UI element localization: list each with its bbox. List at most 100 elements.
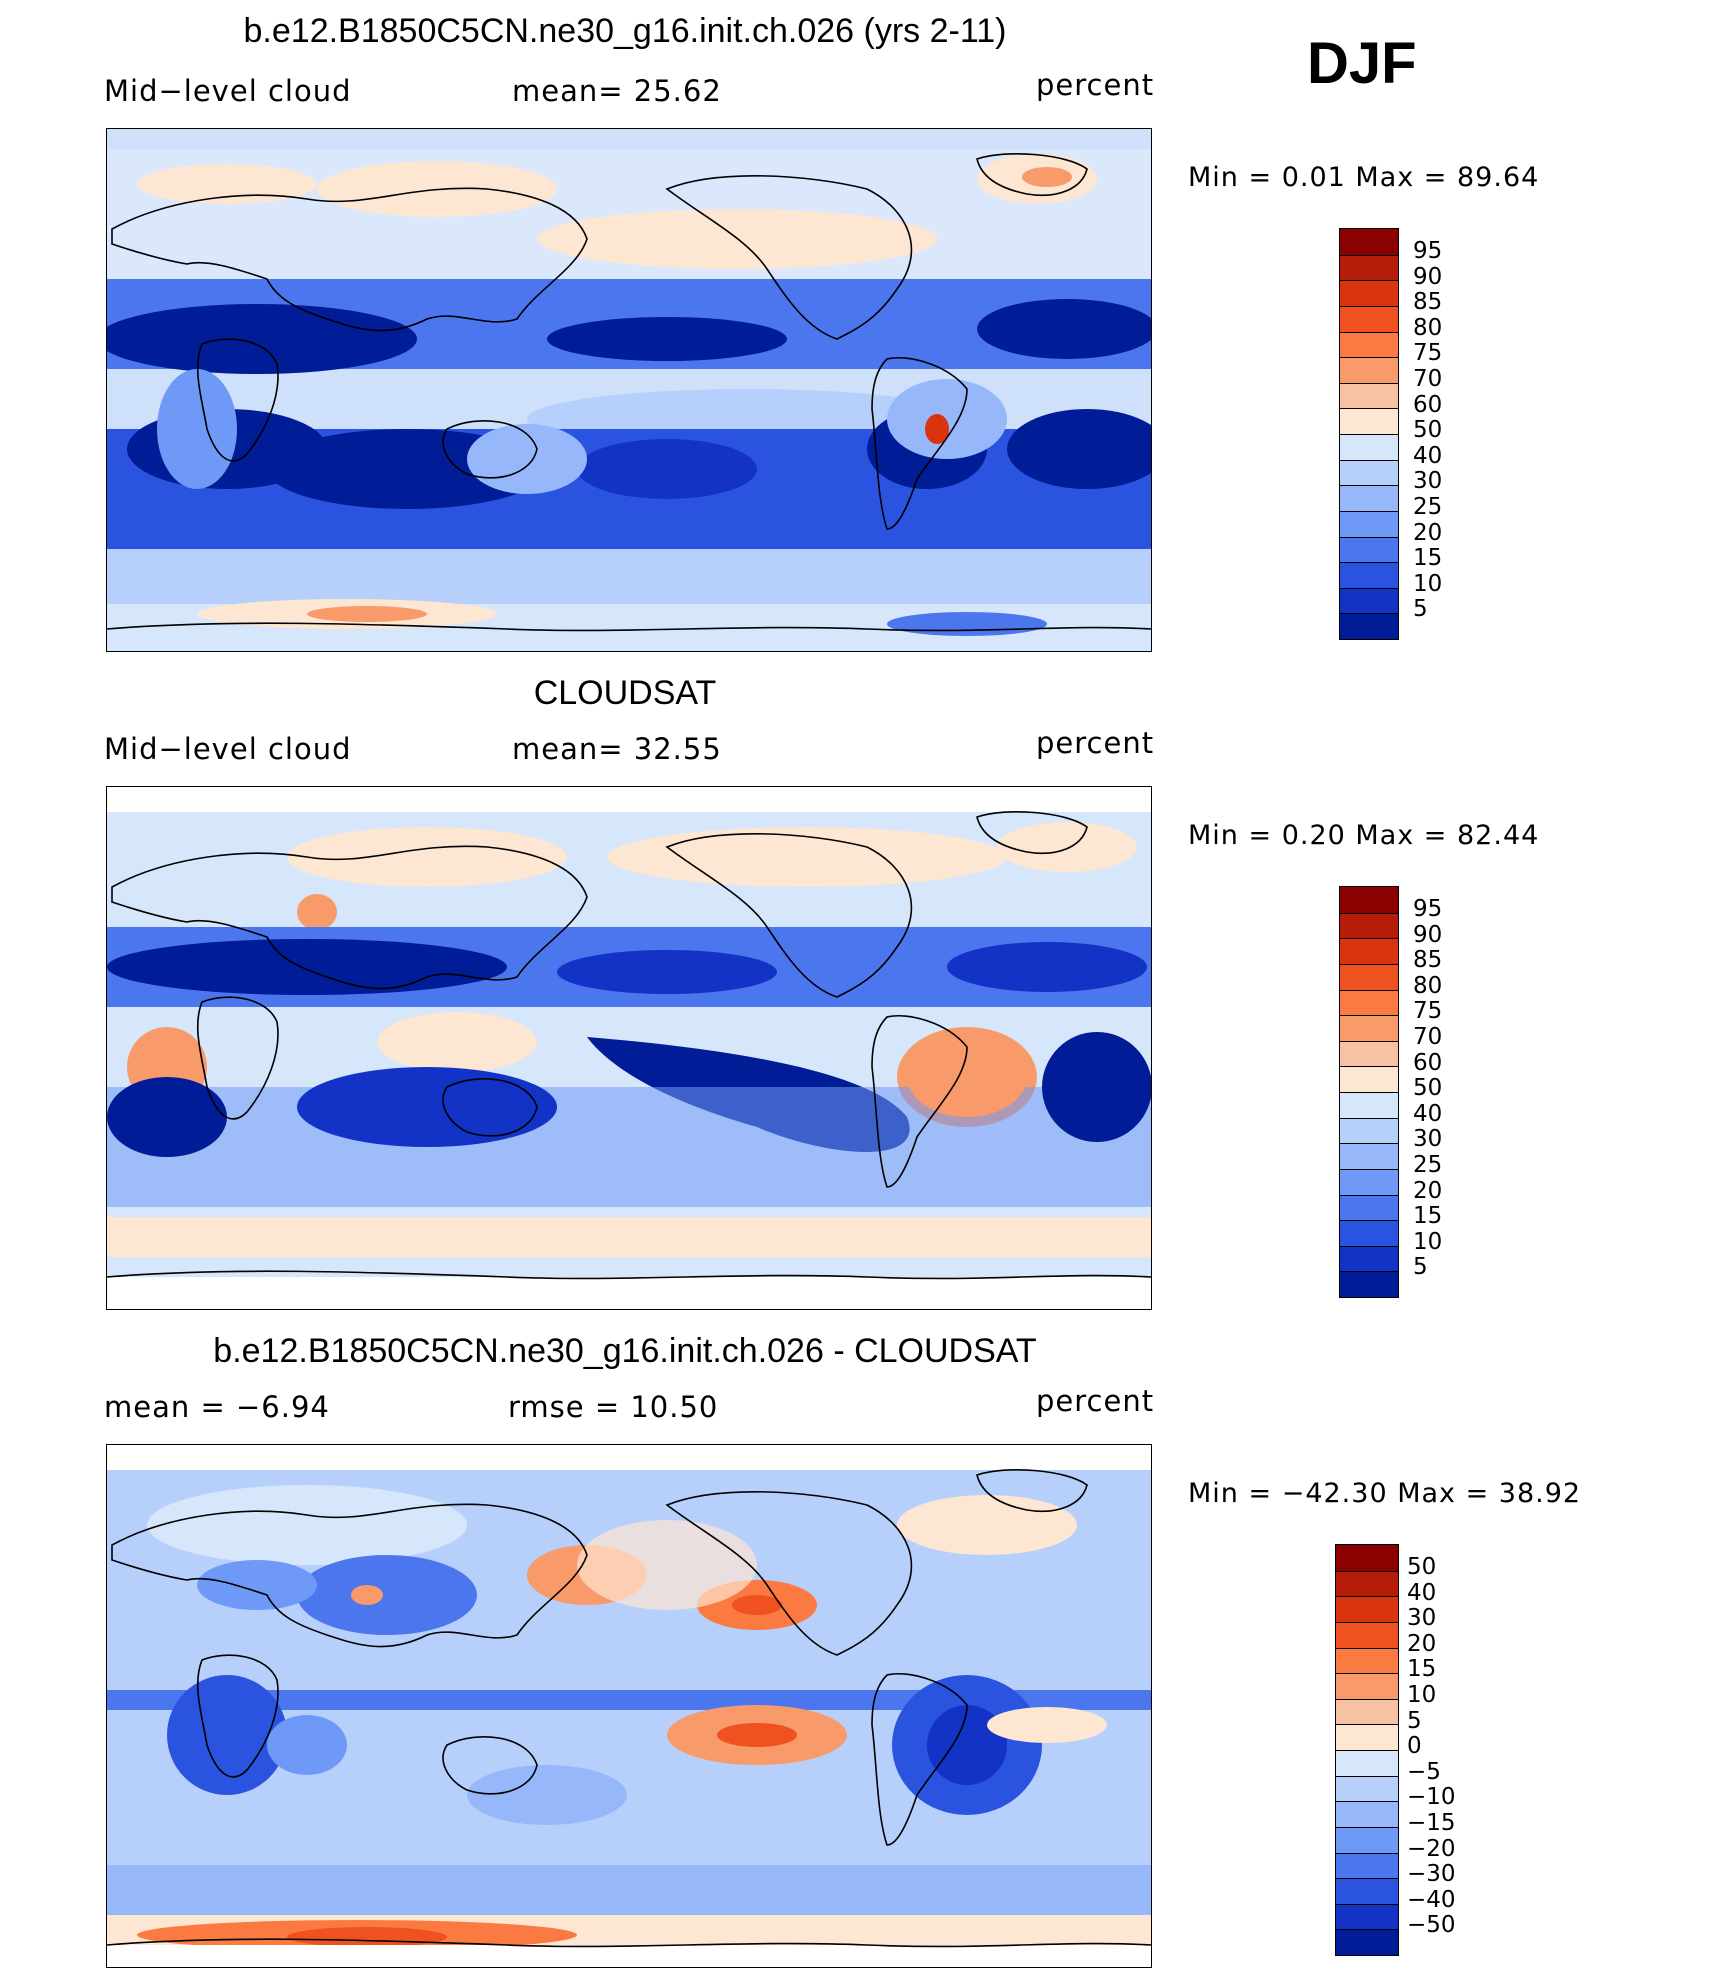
panel-2-colorbar-tick-label: 40: [1413, 1100, 1443, 1127]
panel-3-colorbar-tick-label: −40: [1407, 1886, 1456, 1913]
panel-1-colorbar-tick-label: 50: [1413, 417, 1443, 444]
panel-1-variable-label: Mid−level cloud: [104, 74, 352, 108]
panel-1-colorbar-swatch: [1340, 408, 1398, 434]
panel-1-map: [106, 128, 1152, 652]
panel-3-colorbar-tick-label: 15: [1407, 1656, 1437, 1683]
panel-2-colorbar-swatch: [1340, 887, 1398, 913]
panel-2-units-label: percent: [1036, 726, 1155, 760]
panel-2-colorbar-swatch: [1340, 1168, 1398, 1195]
panel-1-colorbar-swatch: [1340, 254, 1398, 281]
panel-2-colorbar-tick-label: 5: [1413, 1254, 1428, 1281]
panel-1-colorbar-tick-label: 30: [1413, 468, 1443, 495]
panel-2-colorbar-swatch: [1340, 963, 1398, 990]
panel-1-colorbar-swatch: [1340, 305, 1398, 332]
panel-2-colorbar-tick-label: 70: [1413, 1024, 1443, 1050]
panel-3-colorbar-swatch: [1336, 1621, 1398, 1648]
panel-1-colorbar-tick-label: 90: [1413, 263, 1443, 290]
panel-1-colorbar-tick-label: 60: [1413, 391, 1443, 418]
panel-1-colorbar-swatch: [1340, 331, 1398, 358]
panel-2-variable-label: Mid−level cloud: [104, 732, 352, 766]
panel-3-colorbar-swatch: [1336, 1775, 1398, 1802]
panel-3-colorbar-tick-label: −30: [1407, 1861, 1456, 1888]
panel-1-mean-label: mean= 25.62: [512, 74, 722, 108]
panel-3-colorbar-swatch: [1336, 1903, 1398, 1930]
panel-2-colorbar-swatch: [1340, 1245, 1398, 1272]
panel-3-map-field: [107, 1445, 1151, 1967]
panel-1-colorbar-tick-label: 80: [1413, 314, 1443, 341]
panel-2-colorbar-swatch: [1340, 938, 1398, 964]
panel-2-colorbar-swatch: [1340, 1194, 1398, 1221]
panel-1-colorbar-tick-label: 95: [1413, 238, 1443, 264]
panel-3-colorbar-swatch: [1336, 1673, 1398, 1699]
panel-2-colorbar-tick-label: 20: [1413, 1177, 1443, 1204]
panel-3-colorbar-swatch: [1336, 1570, 1398, 1597]
panel-1-colorbar-tick-label: 15: [1413, 545, 1443, 572]
panel-3-colorbar-tick-label: −10: [1407, 1784, 1456, 1811]
panel-2-colorbar-swatch: [1340, 1092, 1398, 1118]
panel-3-colorbar-swatch: [1336, 1647, 1398, 1674]
panel-2-colorbar-tick-label: 60: [1413, 1049, 1443, 1076]
panel-2-colorbar-swatch: [1340, 912, 1398, 939]
panel-2-colorbar-tick-label: 95: [1413, 896, 1443, 922]
panel-1-colorbar-swatch: [1340, 382, 1398, 409]
panel-1-minmax: Min = 0.01 Max = 89.64: [1188, 162, 1540, 193]
panel-3-colorbar-tick-label: 5: [1407, 1707, 1422, 1734]
panel-1-colorbar-tick-label: 25: [1413, 494, 1443, 520]
panel-3-colorbar-tick-label: 20: [1407, 1630, 1437, 1657]
panel-3-units-label: percent: [1036, 1384, 1155, 1418]
panel-1-colorbar-swatch: [1340, 280, 1398, 306]
panel-3-colorbar-swatch: [1336, 1929, 1398, 1955]
panel-3-colorbar-swatch: [1336, 1801, 1398, 1827]
panel-2-mean-label: mean= 32.55: [512, 732, 722, 766]
panel-2-colorbar: [1339, 886, 1399, 1298]
panel-1-colorbar: [1339, 228, 1399, 640]
panel-3-title: b.e12.B1850C5CN.ne30_g16.init.ch.026 - C…: [213, 1332, 1037, 1370]
panel-1-colorbar-tick-label: 85: [1413, 289, 1443, 316]
panel-2-colorbar-swatch: [1340, 1271, 1398, 1297]
panel-1-colorbar-swatch: [1340, 357, 1398, 383]
panel-2-colorbar-swatch: [1340, 1143, 1398, 1169]
panel-2-map: [106, 786, 1152, 1310]
panel-1-colorbar-swatch: [1340, 510, 1398, 537]
panel-2-map-field: [107, 787, 1151, 1309]
panel-3-minmax: Min = −42.30 Max = 38.92: [1188, 1478, 1582, 1509]
panel-1-colorbar-tick-label: 5: [1413, 596, 1428, 623]
panel-1-colorbar-tick-label: 10: [1413, 570, 1443, 597]
panel-2-colorbar-tick-label: 30: [1413, 1126, 1443, 1153]
panel-1-colorbar-tick-label: 40: [1413, 442, 1443, 469]
panel-1-colorbar-swatch: [1340, 536, 1398, 563]
panel-3-mean-label: mean = −6.94: [104, 1390, 330, 1424]
panel-3-colorbar-tick-label: −15: [1407, 1810, 1456, 1836]
panel-1-colorbar-swatch: [1340, 229, 1398, 255]
panel-3-colorbar-swatch: [1336, 1852, 1398, 1879]
panel-3-colorbar: [1335, 1544, 1399, 1956]
panel-1-colorbar-swatch: [1340, 562, 1398, 588]
panel-2-colorbar-swatch: [1340, 1220, 1398, 1246]
panel-3-colorbar-tick-label: 10: [1407, 1682, 1437, 1708]
season-label: DJF: [1307, 31, 1417, 96]
panel-3-colorbar-tick-label: 30: [1407, 1605, 1437, 1632]
panel-3-colorbar-tick-label: 50: [1407, 1554, 1437, 1580]
panel-3-map: [106, 1444, 1152, 1968]
panel-1-colorbar-tick-label: 20: [1413, 519, 1443, 546]
panel-1-colorbar-swatch: [1340, 459, 1398, 486]
panel-1-colorbar-tick-label: 70: [1413, 366, 1443, 392]
panel-3-colorbar-tick-label: −20: [1407, 1835, 1456, 1862]
panel-2-colorbar-tick-label: 75: [1413, 998, 1443, 1025]
panel-3-rmse-label: rmse = 10.50: [508, 1390, 719, 1424]
panel-2-colorbar-swatch: [1340, 1117, 1398, 1144]
panel-3-colorbar-swatch: [1336, 1596, 1398, 1622]
panel-3-colorbar-swatch: [1336, 1724, 1398, 1750]
panel-2-colorbar-tick-label: 50: [1413, 1075, 1443, 1102]
panel-1-colorbar-tick-label: 75: [1413, 340, 1443, 367]
panel-1-colorbar-swatch: [1340, 613, 1398, 639]
panel-3-colorbar-swatch: [1336, 1545, 1398, 1571]
panel-3-colorbar-swatch: [1336, 1698, 1398, 1725]
panel-1-colorbar-swatch: [1340, 587, 1398, 614]
panel-2-colorbar-tick-label: 80: [1413, 972, 1443, 999]
panel-1-colorbar-swatch: [1340, 485, 1398, 511]
panel-3-colorbar-tick-label: −50: [1407, 1912, 1456, 1939]
panel-1-colorbar-swatch: [1340, 434, 1398, 460]
panel-2-colorbar-tick-label: 85: [1413, 947, 1443, 974]
panel-2-colorbar-swatch: [1340, 989, 1398, 1016]
